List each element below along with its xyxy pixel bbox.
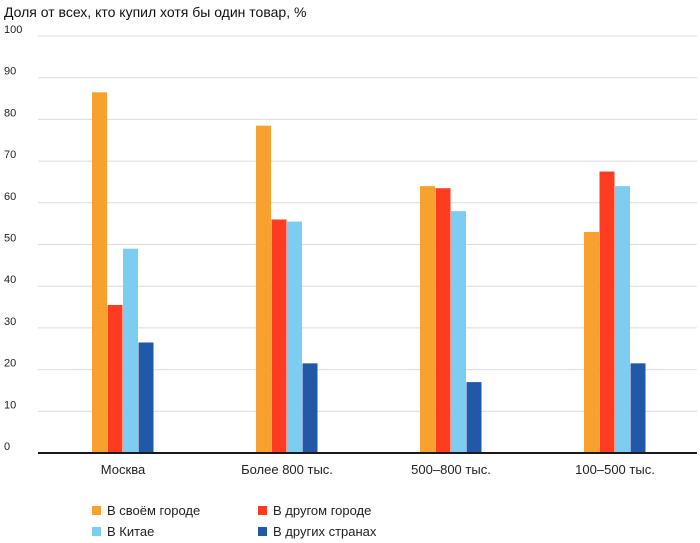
x-category-label: 500–800 тыс. bbox=[411, 462, 491, 477]
bar bbox=[435, 188, 451, 453]
y-tick-label: 70 bbox=[4, 149, 16, 161]
bar bbox=[138, 342, 154, 453]
bar bbox=[420, 186, 435, 453]
bar bbox=[599, 171, 615, 453]
legend-swatch bbox=[92, 506, 101, 515]
bar bbox=[107, 304, 123, 453]
x-category-label: 100–500 тыс. bbox=[575, 462, 655, 477]
y-tick-label: 50 bbox=[4, 233, 16, 245]
bar bbox=[287, 221, 302, 453]
bar bbox=[271, 219, 287, 453]
bar bbox=[584, 231, 599, 453]
bar bbox=[630, 363, 646, 453]
y-tick-label: 0 bbox=[4, 441, 10, 453]
bar bbox=[123, 248, 138, 453]
legend-label: В своём городе bbox=[107, 503, 201, 518]
x-axis-categories: Москва Более 800 тыс. 500–800 тыс. 100–500 … bbox=[101, 462, 655, 477]
legend: В своём городе В другом городе В Китае В др… bbox=[92, 503, 452, 539]
y-tick-label: 20 bbox=[4, 358, 16, 370]
x-category-label: Москва bbox=[101, 462, 146, 477]
y-tick-label: 10 bbox=[4, 399, 16, 411]
y-axis-ticks: 0 10 20 30 40 50 60 70 80 90 100 bbox=[4, 24, 22, 453]
bar bbox=[256, 125, 271, 453]
bar bbox=[302, 363, 318, 453]
y-tick-label: 30 bbox=[4, 316, 16, 328]
legend-swatch bbox=[258, 506, 267, 515]
legend-swatch bbox=[92, 527, 101, 536]
legend-item: В Китае bbox=[92, 524, 258, 539]
x-category-label: Более 800 тыс. bbox=[241, 462, 333, 477]
legend-item: В других странах bbox=[258, 524, 438, 539]
y-tick-label: 60 bbox=[4, 191, 16, 203]
bar bbox=[451, 211, 466, 453]
legend-label: В Китае bbox=[107, 524, 155, 539]
bar bbox=[466, 382, 482, 453]
legend-item: В своём городе bbox=[92, 503, 258, 518]
bar bbox=[92, 92, 107, 454]
legend-label: В другом городе bbox=[273, 503, 372, 518]
y-tick-label: 90 bbox=[4, 66, 16, 78]
y-tick-label: 100 bbox=[4, 24, 22, 36]
bar bbox=[615, 186, 630, 453]
legend-item: В другом городе bbox=[258, 503, 438, 518]
legend-swatch bbox=[258, 527, 267, 536]
legend-label: В других странах bbox=[273, 524, 377, 539]
chart-title: Доля от всех, кто купил хотя бы один тов… bbox=[4, 4, 307, 20]
bars bbox=[92, 92, 646, 454]
y-tick-label: 40 bbox=[4, 274, 16, 286]
y-tick-label: 80 bbox=[4, 107, 16, 119]
